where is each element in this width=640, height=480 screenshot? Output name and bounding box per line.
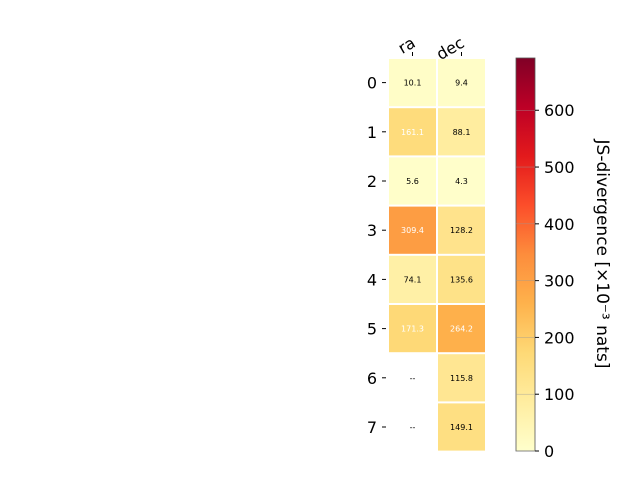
heatmap-cell [389, 108, 436, 156]
cell-label: 4.3 [455, 177, 468, 186]
row-label: 4 [367, 270, 377, 289]
row-label: 2 [367, 172, 377, 191]
column-label: ra [395, 33, 419, 58]
cell-label: 171.3 [401, 325, 424, 334]
heatmap-cell [438, 255, 485, 303]
cell-label: 10.1 [404, 79, 422, 88]
colorbar: 0 100 200 300 400 500 600 JS-divergence [×10⁻³… [515, 57, 612, 461]
cell-label: 5.6 [406, 177, 419, 186]
row-label: 3 [367, 221, 377, 240]
heatmap-cells: 10.1 9.4 161.1 88.1 5.6 4.3 309.4 128.2 74.1 135.… [389, 59, 485, 451]
heatmap-cell [438, 305, 485, 353]
cell-label: 9.4 [455, 79, 468, 88]
cell-label: 149.1 [450, 423, 473, 432]
row-label: 5 [367, 320, 377, 339]
row-labels: 0 1 2 3 4 5 6 7 [367, 74, 386, 437]
heatmap-cell [389, 255, 436, 303]
heatmap-cell [389, 206, 436, 254]
row-label: 0 [367, 74, 377, 93]
cell-label: 264.2 [450, 325, 473, 334]
colorbar-tick-label: 400 [544, 215, 575, 234]
heatmap-cell [438, 157, 485, 205]
heatmap-cell [389, 59, 436, 107]
heatmap-cell [438, 59, 485, 107]
heatmap-cell [438, 108, 485, 156]
heatmap-cell [389, 157, 436, 205]
heatmap-cell [438, 354, 485, 402]
cell-label: 115.8 [450, 374, 473, 383]
colorbar-ticks: 0 100 200 300 400 500 600 [516, 101, 575, 461]
heatmap-cell [438, 206, 485, 254]
cell-label: 161.1 [401, 128, 424, 137]
row-label: 1 [367, 123, 377, 142]
colorbar-tick-label: 500 [544, 158, 575, 177]
cell-label: 74.1 [404, 275, 422, 284]
colorbar-tick-label: 0 [544, 442, 554, 461]
heatmap-cell [389, 403, 436, 451]
heatmap-cell [438, 403, 485, 451]
heatmap-cell [389, 305, 436, 353]
colorbar-gradient [515, 57, 536, 452]
cell-label: 88.1 [453, 128, 471, 137]
cell-label: 128.2 [450, 226, 473, 235]
colorbar-tick-label: 600 [544, 101, 575, 120]
cell-label: 135.6 [450, 275, 473, 284]
colorbar-tick-label: 300 [544, 272, 575, 291]
row-label: 6 [367, 369, 377, 388]
cell-label: -- [410, 374, 416, 383]
colorbar-tick-label: 200 [544, 328, 575, 347]
cell-label: 309.4 [401, 226, 424, 235]
colorbar-tick-label: 100 [544, 385, 575, 404]
colorbar-label: JS-divergence [×10⁻³ nats] [592, 139, 612, 369]
heatmap-cell [389, 354, 436, 402]
cell-label: -- [410, 423, 416, 432]
row-label: 7 [367, 418, 377, 437]
